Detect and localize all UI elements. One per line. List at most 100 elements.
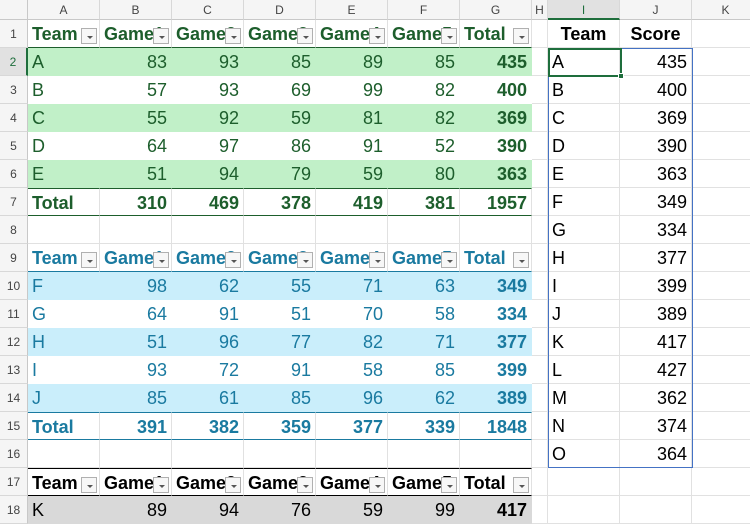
cell[interactable] — [532, 188, 548, 216]
column-header-K[interactable]: K — [692, 0, 750, 20]
total-cell[interactable]: Total — [28, 188, 100, 216]
column-header-I[interactable]: I — [548, 0, 620, 20]
filter-dropdown-icon[interactable] — [297, 477, 313, 493]
summary-cell[interactable]: 362 — [620, 384, 692, 412]
filter-dropdown-icon[interactable] — [369, 252, 385, 268]
total-cell[interactable]: 469 — [172, 188, 244, 216]
cell[interactable] — [388, 440, 460, 468]
row-header-5[interactable]: 5 — [0, 132, 28, 160]
filter-dropdown-icon[interactable] — [297, 28, 313, 44]
table-cell[interactable]: 86 — [244, 132, 316, 160]
column-header-G[interactable]: G — [460, 0, 532, 20]
summary-cell[interactable]: F — [548, 188, 620, 216]
table-cell[interactable]: 97 — [172, 132, 244, 160]
table-header-cell[interactable]: Game4 — [316, 244, 388, 272]
table-cell[interactable]: 79 — [244, 160, 316, 188]
summary-cell[interactable]: 369 — [620, 104, 692, 132]
total-cell[interactable]: 1957 — [460, 188, 532, 216]
table-cell[interactable]: 389 — [460, 384, 532, 412]
cell[interactable] — [172, 216, 244, 244]
total-cell[interactable]: 377 — [316, 412, 388, 440]
table-cell[interactable]: G — [28, 300, 100, 328]
table-cell[interactable]: 83 — [100, 48, 172, 76]
cell[interactable] — [532, 272, 548, 300]
table-header-cell[interactable]: Team — [28, 20, 100, 48]
summary-cell[interactable]: G — [548, 216, 620, 244]
cell[interactable] — [28, 216, 100, 244]
table-header-cell[interactable]: Game4 — [316, 468, 388, 496]
cell[interactable] — [532, 76, 548, 104]
filter-dropdown-icon[interactable] — [153, 28, 169, 44]
summary-cell[interactable]: O — [548, 440, 620, 468]
table-cell[interactable]: 51 — [100, 328, 172, 356]
row-header-12[interactable]: 12 — [0, 328, 28, 356]
table-cell[interactable]: 59 — [316, 496, 388, 524]
table-cell[interactable]: 58 — [388, 300, 460, 328]
column-header-J[interactable]: J — [620, 0, 692, 20]
table-header-cell[interactable]: Game2 — [172, 20, 244, 48]
total-cell[interactable]: 310 — [100, 188, 172, 216]
cell[interactable] — [620, 468, 692, 496]
cell[interactable] — [100, 440, 172, 468]
cell[interactable] — [532, 384, 548, 412]
filter-dropdown-icon[interactable] — [225, 252, 241, 268]
table-cell[interactable]: 94 — [172, 496, 244, 524]
row-header-17[interactable]: 17 — [0, 468, 28, 496]
row-header-9[interactable]: 9 — [0, 244, 28, 272]
table-cell[interactable]: 69 — [244, 76, 316, 104]
table-cell[interactable]: 58 — [316, 356, 388, 384]
summary-cell[interactable]: K — [548, 328, 620, 356]
column-header-H[interactable]: H — [532, 0, 548, 20]
cell[interactable] — [692, 188, 750, 216]
table-cell[interactable]: B — [28, 76, 100, 104]
summary-cell[interactable]: L — [548, 356, 620, 384]
filter-dropdown-icon[interactable] — [441, 477, 457, 493]
row-header-7[interactable]: 7 — [0, 188, 28, 216]
table-cell[interactable]: 85 — [100, 384, 172, 412]
table-header-cell[interactable]: Game5 — [388, 20, 460, 48]
column-header-C[interactable]: C — [172, 0, 244, 20]
row-header-1[interactable]: 1 — [0, 20, 28, 48]
total-cell[interactable]: 359 — [244, 412, 316, 440]
cell[interactable] — [692, 104, 750, 132]
column-header-E[interactable]: E — [316, 0, 388, 20]
table-cell[interactable]: I — [28, 356, 100, 384]
table-cell[interactable]: 99 — [316, 76, 388, 104]
table-cell[interactable]: 71 — [316, 272, 388, 300]
cell[interactable] — [692, 272, 750, 300]
summary-cell[interactable]: 377 — [620, 244, 692, 272]
table-cell[interactable]: C — [28, 104, 100, 132]
cell[interactable] — [28, 440, 100, 468]
table-cell[interactable]: K — [28, 496, 100, 524]
cell[interactable] — [532, 328, 548, 356]
table-cell[interactable]: 334 — [460, 300, 532, 328]
table-header-cell[interactable]: Game2 — [172, 468, 244, 496]
table-cell[interactable]: 93 — [172, 76, 244, 104]
summary-cell[interactable]: J — [548, 300, 620, 328]
filter-dropdown-icon[interactable] — [513, 477, 529, 493]
table-cell[interactable]: 91 — [244, 356, 316, 384]
filter-dropdown-icon[interactable] — [513, 252, 529, 268]
table-cell[interactable]: 61 — [172, 384, 244, 412]
table-cell[interactable]: 89 — [316, 48, 388, 76]
cell[interactable] — [692, 328, 750, 356]
filter-dropdown-icon[interactable] — [81, 28, 97, 44]
table-cell[interactable]: 70 — [316, 300, 388, 328]
table-cell[interactable]: 96 — [316, 384, 388, 412]
cell[interactable] — [460, 216, 532, 244]
summary-cell[interactable]: 374 — [620, 412, 692, 440]
summary-cell[interactable]: 389 — [620, 300, 692, 328]
table-cell[interactable]: 76 — [244, 496, 316, 524]
row-header-10[interactable]: 10 — [0, 272, 28, 300]
table-cell[interactable]: 89 — [100, 496, 172, 524]
filter-dropdown-icon[interactable] — [369, 477, 385, 493]
summary-cell[interactable]: 364 — [620, 440, 692, 468]
row-header-8[interactable]: 8 — [0, 216, 28, 244]
cell[interactable] — [692, 244, 750, 272]
column-header-A[interactable]: A — [28, 0, 100, 20]
filter-dropdown-icon[interactable] — [513, 28, 529, 44]
table-cell[interactable]: 435 — [460, 48, 532, 76]
cell[interactable] — [692, 300, 750, 328]
summary-cell[interactable]: C — [548, 104, 620, 132]
cell[interactable] — [532, 244, 548, 272]
